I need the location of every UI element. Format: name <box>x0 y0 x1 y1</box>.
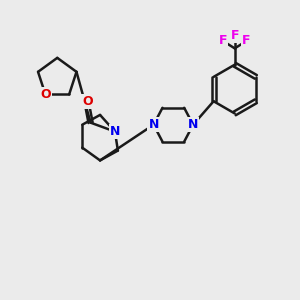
Text: O: O <box>40 88 51 101</box>
Text: F: F <box>242 34 251 47</box>
Text: F: F <box>230 29 239 42</box>
Text: N: N <box>148 118 159 131</box>
Text: N: N <box>188 118 198 131</box>
Text: O: O <box>82 95 93 108</box>
Text: F: F <box>219 34 227 47</box>
Text: N: N <box>110 125 120 138</box>
